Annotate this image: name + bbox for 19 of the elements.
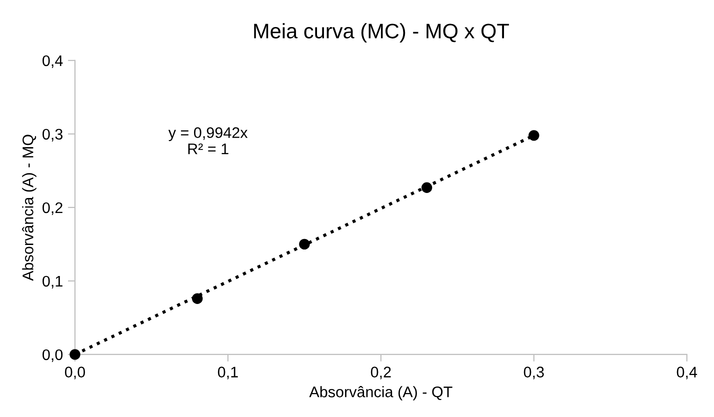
x-tick-label: 0,2 bbox=[370, 366, 391, 380]
y-axis-title: Absorvância (A) - MQ bbox=[22, 134, 36, 281]
x-tick-label: 0,3 bbox=[524, 366, 544, 380]
x-tick-label: 0,4 bbox=[676, 366, 698, 380]
annotation: R² = 1 bbox=[188, 143, 228, 154]
point bbox=[528, 130, 540, 141]
y-tick-label: 0,0 bbox=[42, 349, 63, 362]
point bbox=[192, 293, 203, 304]
annotation: y = 0,9942x bbox=[168, 127, 248, 142]
y-tick-label: 0,3 bbox=[42, 128, 62, 142]
chart-title: Meia curva (MC) - MQ x QT bbox=[254, 23, 509, 43]
y-tick-label: 0,4 bbox=[42, 55, 63, 68]
point bbox=[299, 238, 310, 250]
y-tick-label: 0,1 bbox=[42, 276, 62, 288]
y-tick-label: 0,2 bbox=[42, 202, 62, 215]
point bbox=[421, 182, 432, 193]
x-axis-title: Absorvância (A) - QT bbox=[309, 386, 452, 400]
x-tick-label: 0,0 bbox=[64, 366, 85, 380]
x-tick-label: 0,1 bbox=[218, 366, 238, 380]
